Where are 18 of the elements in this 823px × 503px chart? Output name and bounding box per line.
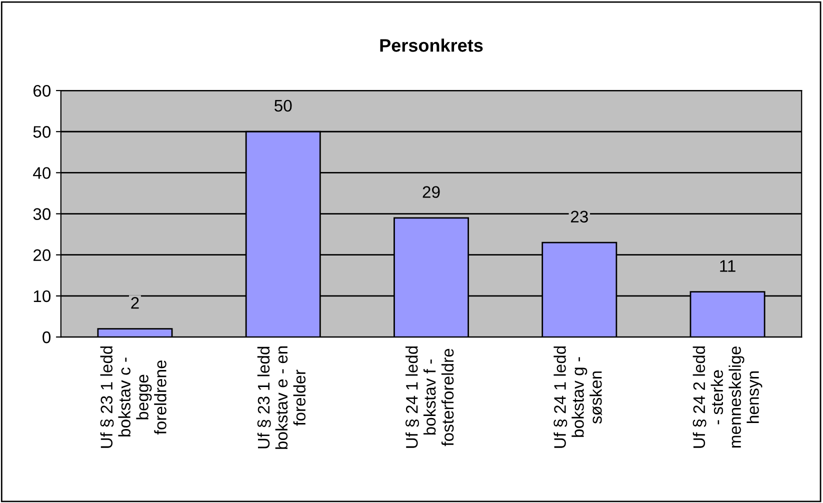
x-tick-label: Uf § 24 1 ledd bokstav g - søsken [554,346,602,448]
x-tick-label: Uf § 23 1 ledd bokstav e - en forelder [257,346,306,449]
y-tick-label: 40 [33,167,51,179]
data-label: 29 [422,186,440,198]
y-tick-label: 60 [33,84,51,97]
data-label: 23 [570,210,588,223]
x-tick-label: Uf § 24 2 ledd - sterke menneskelige hensyn [692,346,762,448]
y-tick-label: 50 [33,126,51,138]
y-tick-label: 10 [34,290,51,302]
data-label: 11 [720,260,736,272]
data-label: 2 [131,297,139,309]
y-tick-label: 30 [33,208,51,220]
x-tick-label: Uf § 23 1 ledd bokstav c - begge foreldrene [100,346,166,448]
x-tick-label: Uf § 24 1 ledd bokstav f - fosterforeldre [406,346,454,448]
y-tick-label: 20 [33,249,51,262]
y-tick-label: 0 [42,331,51,344]
chart-title: Personkrets [380,38,483,52]
data-label: 50 [274,100,292,112]
